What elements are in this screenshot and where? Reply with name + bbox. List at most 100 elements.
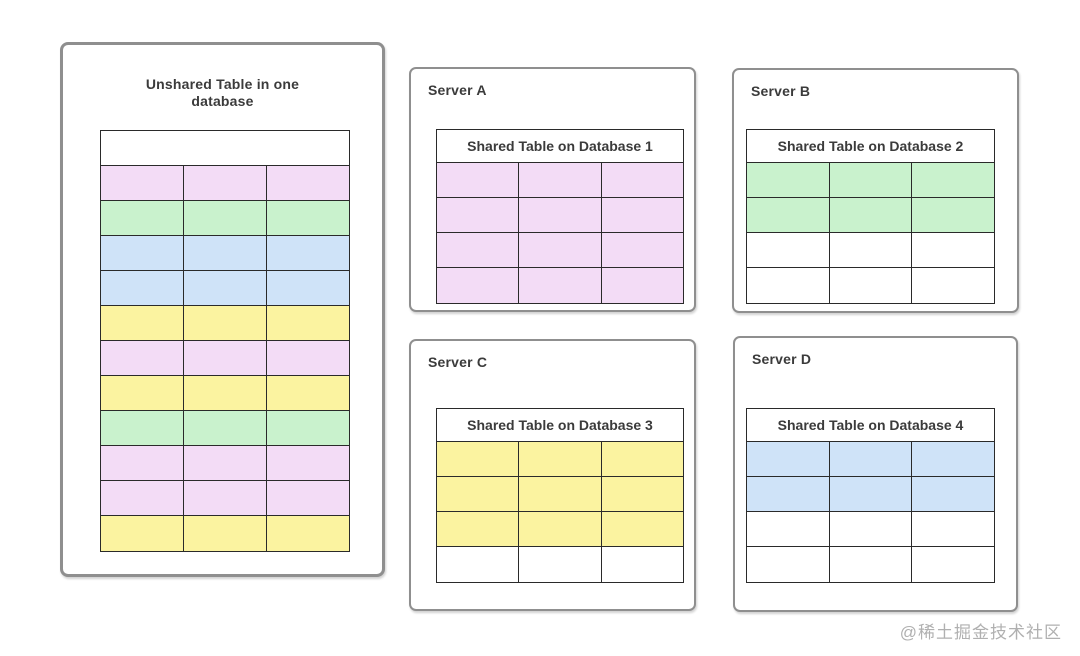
table-cell xyxy=(267,166,349,201)
server-d-title: Server D xyxy=(752,351,812,367)
table-row xyxy=(101,411,349,446)
table-cell xyxy=(601,268,683,303)
table-cell xyxy=(747,198,830,233)
table-cell xyxy=(829,163,913,198)
table-cell xyxy=(437,163,520,198)
table-row xyxy=(747,512,995,547)
table-row xyxy=(101,376,349,411)
table-row xyxy=(747,233,995,268)
table-cell xyxy=(829,198,913,233)
unshared-table-body xyxy=(101,166,349,551)
table-row xyxy=(437,512,683,547)
table-cell xyxy=(601,198,683,233)
table-cell xyxy=(437,512,520,547)
table-cell xyxy=(184,201,267,236)
table-cell xyxy=(101,481,184,516)
server-a-table: Shared Table on Database 1 xyxy=(436,129,684,304)
unshared-database-panel: Unshared Table in one database xyxy=(60,42,385,577)
unshared-panel-title-text: Unshared Table in one database xyxy=(145,76,300,109)
table-row xyxy=(101,166,349,201)
table-cell xyxy=(267,516,349,551)
table-cell xyxy=(101,376,184,411)
table-cell xyxy=(267,236,349,271)
unshared-panel-title: Unshared Table in one database xyxy=(63,76,382,110)
server-a-table-header: Shared Table on Database 1 xyxy=(437,130,683,163)
table-cell xyxy=(101,341,184,376)
table-cell xyxy=(184,411,267,446)
table-cell xyxy=(747,512,830,547)
table-row xyxy=(437,268,683,303)
table-cell xyxy=(601,547,683,582)
table-cell xyxy=(437,233,520,268)
table-row xyxy=(437,442,683,477)
table-cell xyxy=(912,233,995,268)
table-cell xyxy=(184,236,267,271)
table-cell xyxy=(267,411,349,446)
watermark-text: @稀土掘金技术社区 xyxy=(899,623,1062,642)
table-row xyxy=(101,201,349,236)
table-cell xyxy=(829,477,913,512)
table-cell xyxy=(601,477,683,512)
server-b-table-header: Shared Table on Database 2 xyxy=(747,130,994,163)
table-cell xyxy=(601,442,683,477)
table-row xyxy=(437,198,683,233)
table-row xyxy=(437,547,683,582)
table-cell xyxy=(829,233,913,268)
table-row xyxy=(101,341,349,376)
table-cell xyxy=(829,512,913,547)
server-a-panel: Server A Shared Table on Database 1 xyxy=(409,67,696,312)
table-cell xyxy=(912,442,995,477)
server-a-table-body xyxy=(437,163,683,303)
table-cell xyxy=(519,477,602,512)
table-cell xyxy=(437,268,520,303)
table-cell xyxy=(519,233,602,268)
server-b-panel: Server B Shared Table on Database 2 xyxy=(732,68,1019,313)
table-cell xyxy=(601,233,683,268)
server-a-title: Server A xyxy=(428,82,487,98)
table-row xyxy=(101,516,349,551)
table-cell xyxy=(184,446,267,481)
table-row xyxy=(101,481,349,516)
table-row xyxy=(101,446,349,481)
table-cell xyxy=(601,163,683,198)
table-cell xyxy=(519,442,602,477)
table-cell xyxy=(519,547,602,582)
table-row xyxy=(101,271,349,306)
table-cell xyxy=(912,163,995,198)
table-cell xyxy=(747,442,830,477)
table-cell xyxy=(101,306,184,341)
table-cell xyxy=(184,306,267,341)
table-cell xyxy=(829,442,913,477)
table-cell xyxy=(829,547,913,582)
unshared-table xyxy=(100,130,350,552)
table-cell xyxy=(267,376,349,411)
table-cell xyxy=(912,512,995,547)
server-c-table-body xyxy=(437,442,683,582)
table-row xyxy=(747,268,995,303)
server-c-title: Server C xyxy=(428,354,488,370)
table-cell xyxy=(437,547,520,582)
table-cell xyxy=(184,481,267,516)
table-cell xyxy=(101,271,184,306)
table-cell xyxy=(267,341,349,376)
server-d-table-body xyxy=(747,442,995,582)
table-cell xyxy=(519,198,602,233)
table-row xyxy=(437,477,683,512)
table-cell xyxy=(912,198,995,233)
table-cell xyxy=(267,271,349,306)
table-cell xyxy=(912,477,995,512)
unshared-table-header xyxy=(101,131,349,166)
table-cell xyxy=(747,233,830,268)
table-cell xyxy=(747,477,830,512)
table-row xyxy=(747,442,995,477)
table-cell xyxy=(437,198,520,233)
table-cell xyxy=(101,411,184,446)
table-cell xyxy=(912,268,995,303)
table-cell xyxy=(437,477,520,512)
table-cell xyxy=(184,341,267,376)
table-row xyxy=(437,233,683,268)
table-row xyxy=(437,163,683,198)
server-b-title: Server B xyxy=(751,83,811,99)
table-row xyxy=(747,163,995,198)
